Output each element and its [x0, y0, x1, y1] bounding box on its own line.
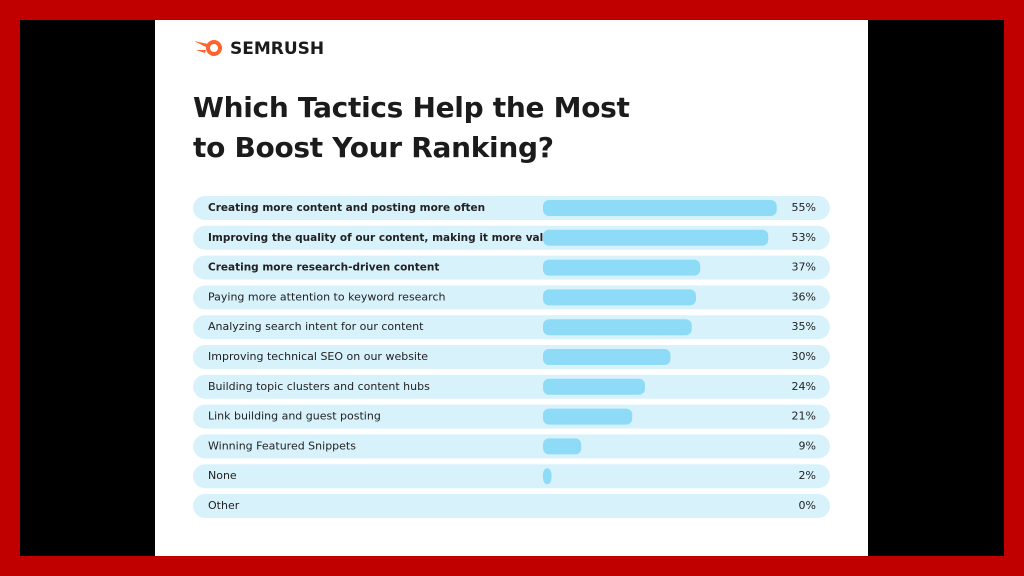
value-label: 53%	[792, 231, 816, 244]
bar	[543, 438, 582, 455]
bar	[543, 229, 769, 246]
row-background	[193, 464, 830, 489]
value-label: 30%	[792, 350, 816, 363]
value-label: 0%	[799, 499, 816, 512]
category-label: Creating more content and posting more o…	[208, 202, 485, 214]
category-label: Link building and guest posting	[208, 410, 381, 423]
value-label: 36%	[792, 290, 816, 303]
category-label: Creating more research-driven content	[208, 262, 439, 274]
category-label: Analyzing search intent for our content	[208, 320, 424, 333]
category-label: Improving the quality of our content, ma…	[208, 232, 576, 244]
category-label: Building topic clusters and content hubs	[208, 380, 430, 393]
value-label: 24%	[792, 380, 816, 393]
value-label: 35%	[792, 320, 816, 333]
category-label: Paying more attention to keyword researc…	[208, 290, 446, 303]
bar	[543, 408, 633, 425]
bar	[543, 349, 671, 365]
logo-icon	[194, 40, 222, 56]
row-background	[193, 374, 830, 399]
chart-title: Which Tactics Help the Most to Boost You…	[193, 91, 630, 164]
row-background	[193, 404, 830, 429]
value-label: 37%	[792, 261, 816, 274]
bar	[543, 468, 552, 485]
category-label: Winning Featured Snippets	[208, 439, 356, 452]
value-label: 2%	[799, 469, 816, 482]
category-label: Improving technical SEO on our website	[208, 350, 428, 363]
value-label: 55%	[792, 201, 816, 214]
brand: SEMRUSH	[230, 39, 324, 59]
row-background	[193, 494, 830, 518]
bar	[543, 200, 777, 216]
bar	[543, 319, 692, 336]
row-background	[193, 434, 830, 459]
bar	[543, 378, 645, 395]
category-label: Other	[208, 499, 240, 512]
category-label: None	[208, 469, 237, 482]
row-background	[193, 345, 830, 369]
bar	[543, 289, 696, 306]
value-label: 9%	[799, 439, 816, 452]
bar	[543, 259, 701, 276]
value-label: 21%	[792, 410, 816, 423]
